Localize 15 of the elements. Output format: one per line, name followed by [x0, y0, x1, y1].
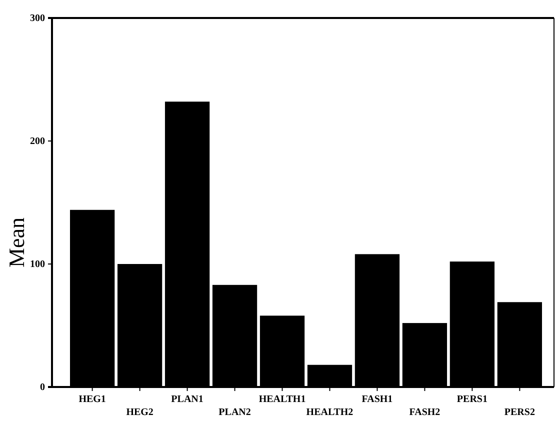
x-tick-label: HEG2	[126, 407, 154, 418]
x-tick-label: PLAN2	[218, 407, 251, 418]
x-tick-label: PERS2	[504, 407, 535, 418]
x-tick-label: HEALTH1	[258, 394, 306, 405]
x-tick-label: HEALTH2	[306, 407, 354, 418]
x-tick-label: FASH2	[409, 407, 440, 418]
y-tick-label: 0	[40, 382, 45, 394]
y-axis-title: Mean	[4, 217, 29, 268]
x-tick-label: PERS1	[456, 394, 488, 405]
y-tick-label: 100	[30, 259, 45, 270]
y-tick-label: 300	[30, 13, 45, 24]
y-tick-label: 200	[30, 136, 45, 148]
x-tick-label: FASH1	[362, 394, 393, 405]
x-tick-label: PLAN1	[171, 394, 204, 405]
x-tick-label: HEG1	[78, 394, 106, 405]
